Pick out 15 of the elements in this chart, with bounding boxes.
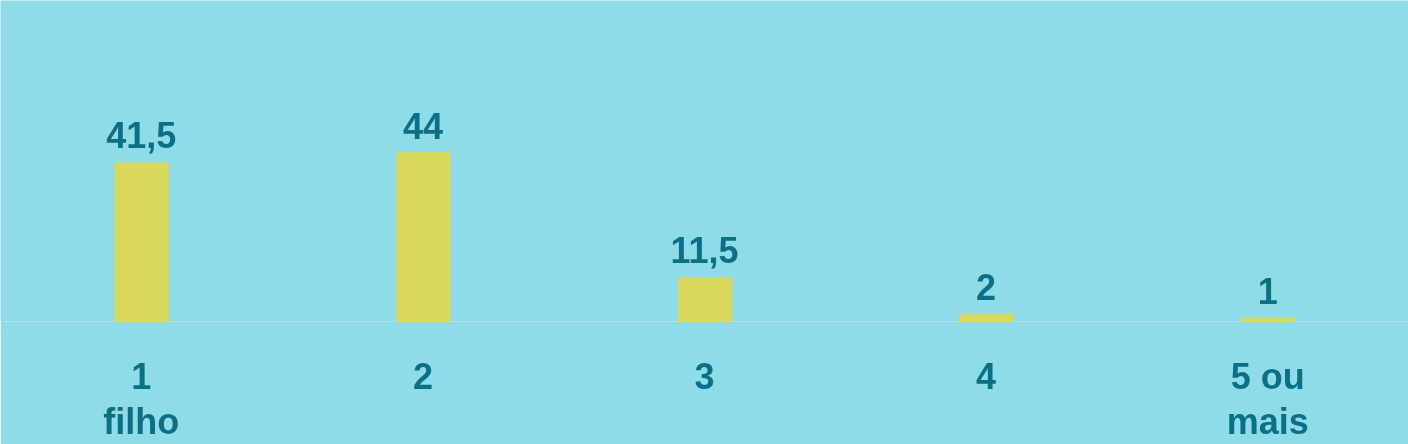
x-tick-label: 1 filho <box>103 355 180 442</box>
data-label: 44 <box>402 105 443 147</box>
bar <box>677 276 732 322</box>
data-label: 1 <box>1257 270 1278 312</box>
bar <box>114 161 169 322</box>
data-label: 11,5 <box>670 230 739 272</box>
bar <box>1240 317 1295 322</box>
data-label: 41,5 <box>106 115 177 157</box>
bar <box>395 152 451 322</box>
x-tick-label: 4 <box>976 355 997 397</box>
bar <box>958 313 1014 322</box>
x-tick-label: 3 <box>694 355 715 397</box>
data-label: 2 <box>976 266 997 308</box>
x-tick-label: 2 <box>412 355 433 397</box>
x-tick-label: 5 ou mais <box>1226 355 1309 442</box>
